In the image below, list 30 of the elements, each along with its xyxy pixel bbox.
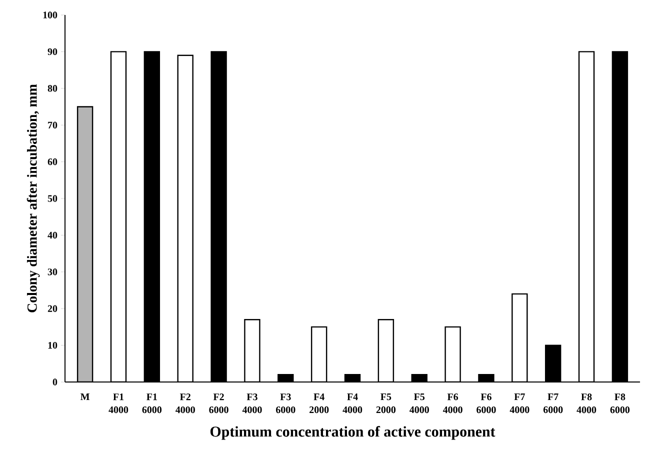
y-tick-label: 10	[48, 342, 58, 349]
x-tick-label: F2 6000	[209, 394, 228, 414]
y-tick-label: 100	[43, 12, 58, 18]
y-tick-label: 70	[48, 122, 58, 128]
y-tick-label: 0	[52, 378, 58, 386]
y-tick-label: 60	[48, 158, 58, 166]
y-tick-label: 30	[48, 268, 58, 276]
y-tick-label: 80	[48, 85, 58, 92]
x-tick-label: F4 4000	[342, 394, 362, 414]
x-tick-label: F1 6000	[142, 394, 162, 414]
x-tick-label: F5 2000	[376, 394, 396, 414]
y-tick-label: 40	[48, 232, 58, 239]
x-tick-label: F2 4000	[176, 394, 195, 414]
x-tick-label: F8 6000	[610, 394, 630, 414]
y-axis-title: Colony diameter after incubation, mm	[26, 84, 40, 312]
x-tick-label: F4 2000	[310, 394, 329, 414]
y-tick-label: 50	[48, 195, 58, 202]
x-tick-label: F6 4000	[442, 394, 462, 414]
x-tick-label: F8 4000	[576, 394, 596, 414]
x-tick-label: F3 6000	[276, 394, 296, 414]
x-tick-label: M	[80, 394, 90, 400]
x-tick-label: F7 6000	[543, 394, 563, 414]
x-tick-label: F6 6000	[476, 394, 496, 414]
y-tick-label: 90	[48, 48, 58, 56]
y-tick-label: 20	[48, 305, 58, 312]
x-tick-label: F1 4000	[108, 394, 128, 414]
x-axis-title: Optimum concentration of active component	[210, 426, 496, 440]
x-tick-label: F3 4000	[242, 394, 262, 414]
x-tick-label: F5 4000	[410, 394, 429, 414]
x-tick-label: F7 4000	[510, 394, 530, 414]
